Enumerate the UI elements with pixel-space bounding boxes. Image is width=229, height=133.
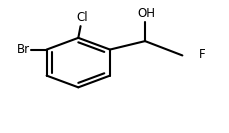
Text: Br: Br <box>17 43 30 56</box>
Text: F: F <box>199 48 206 61</box>
Text: Cl: Cl <box>76 11 87 24</box>
Text: OH: OH <box>137 7 155 20</box>
